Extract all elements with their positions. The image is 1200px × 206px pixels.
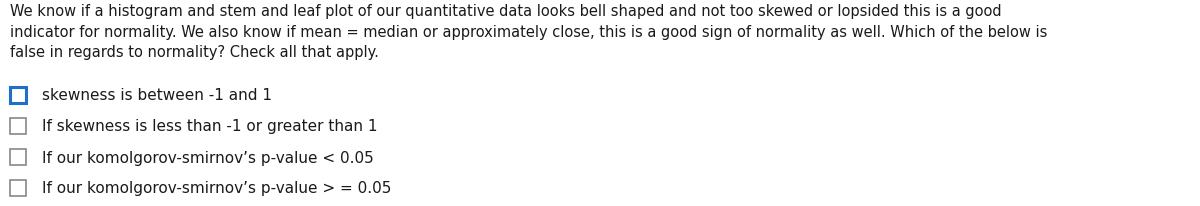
Bar [10,88,26,103]
Bar [10,118,26,134]
Bar [10,149,26,165]
Text: We know if a histogram and stem and leaf plot of our quantitative data looks bel: We know if a histogram and stem and leaf… [10,4,1046,60]
Text: skewness is between -1 and 1: skewness is between -1 and 1 [42,88,272,103]
Text: If our komolgorov-smirnov’s p-value > = 0.05: If our komolgorov-smirnov’s p-value > = … [42,181,391,195]
Text: If our komolgorov-smirnov’s p-value < 0.05: If our komolgorov-smirnov’s p-value < 0.… [42,150,373,165]
Text: If skewness is less than -1 or greater than 1: If skewness is less than -1 or greater t… [42,119,378,134]
Bar [10,180,26,196]
